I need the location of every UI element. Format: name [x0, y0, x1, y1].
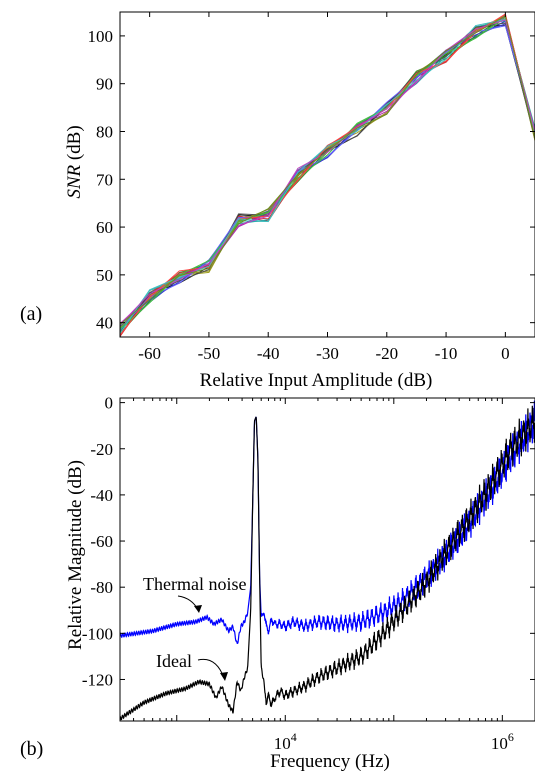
- y-tick-label: -80: [90, 578, 113, 597]
- thermal-noise-arrowhead: [194, 605, 202, 613]
- x-tick-label: -20: [375, 344, 398, 363]
- snr-trace: [119, 19, 535, 325]
- snr-trace: [119, 16, 535, 330]
- x-tick-label: -50: [198, 344, 221, 363]
- y-tick-label: 80: [96, 122, 113, 141]
- snr-trace: [119, 15, 535, 337]
- snr-trace: [119, 24, 535, 332]
- snr-trace: [119, 22, 535, 333]
- snr-trace: [119, 15, 535, 332]
- y-tick-label: 90: [96, 75, 113, 94]
- y-tick-label: 70: [96, 170, 113, 189]
- ideal-series: [120, 405, 535, 721]
- y-tick-label: 50: [96, 266, 113, 285]
- panel-b-axes-box: [119, 397, 535, 722]
- y-tick-label: 0: [105, 394, 114, 413]
- panel-b-annotations: Thermal noise Ideal: [143, 574, 246, 681]
- y-tick-label: -20: [90, 440, 113, 459]
- snr-trace: [119, 18, 535, 334]
- panel-a-xlabel: Relative Input Amplitude (dB): [200, 370, 433, 391]
- snr-trace: [119, 25, 535, 330]
- panel-a: (a) SNR (dB) Relative Input Amplitude (d…: [20, 11, 535, 391]
- x-tick-label: 0: [501, 344, 510, 363]
- ideal-arrowhead: [220, 672, 228, 681]
- thermal-noise-arrow: [177, 595, 199, 611]
- snr-trace: [119, 15, 535, 334]
- panel-a-label: (a): [20, 303, 42, 325]
- y-tick-label: -120: [82, 670, 113, 689]
- panel-b-label: (b): [20, 738, 43, 760]
- panel-a-ylabel: SNR (dB): [64, 125, 85, 198]
- y-tick-label: 40: [96, 314, 113, 333]
- x-tick-label: -10: [435, 344, 458, 363]
- panel-b-ylabel: Relative Magnitude (dB): [65, 460, 86, 650]
- panel-b-ticks: 0 -20 -40 -60 -80 -100 -120 104 106: [82, 394, 535, 753]
- panel-b: (b) Relative Magnitude (dB) Frequency (H…: [20, 394, 535, 771]
- x-tick-label: 104: [274, 730, 297, 753]
- snr-trace: [119, 13, 535, 336]
- panel-b-series: [120, 400, 535, 721]
- panel-b-xlabel: Frequency (Hz): [270, 751, 390, 771]
- ideal-label: Ideal: [156, 651, 192, 671]
- snr-trace: [119, 15, 535, 326]
- x-tick-label: -30: [316, 344, 339, 363]
- snr-trace: [119, 16, 535, 331]
- y-tick-label: -100: [82, 624, 113, 643]
- y-tick-label: 100: [88, 27, 114, 46]
- panel-a-ticks: -60 -50 -40 -30 -20 -10 0 40 50 60 70 80 90 100: [88, 12, 535, 363]
- snr-trace: [119, 18, 535, 337]
- thermal-noise-label: Thermal noise: [143, 574, 246, 594]
- panel-a-axes-box: [119, 11, 535, 338]
- y-tick-label: 60: [96, 218, 113, 237]
- x-tick-label: 106: [491, 730, 514, 753]
- thermal-noise-series: [120, 400, 535, 644]
- panel-a-traces: [119, 13, 535, 337]
- x-tick-label: -60: [138, 344, 161, 363]
- snr-trace: [119, 20, 535, 332]
- y-tick-label: -40: [90, 486, 113, 505]
- y-tick-label: -60: [90, 532, 113, 551]
- x-tick-label: -40: [257, 344, 280, 363]
- ideal-arrow: [197, 658, 225, 679]
